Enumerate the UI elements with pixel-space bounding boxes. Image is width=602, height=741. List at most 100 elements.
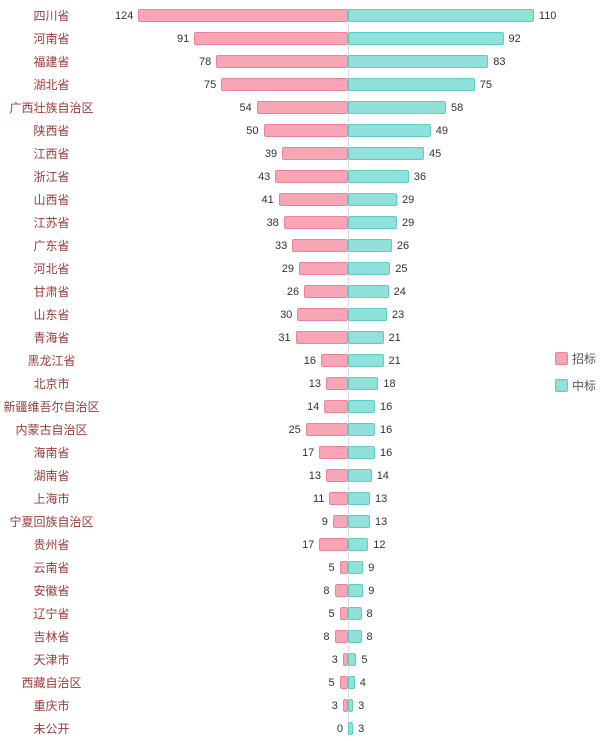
chart-row: 河南省 91 92 <box>0 27 602 50</box>
value-label-zhaobiao: 9 <box>321 515 328 528</box>
left-bar-area: 9 <box>103 510 348 533</box>
category-label: 河南省 <box>33 32 70 46</box>
chart-row: 天津市 3 5 <box>0 648 602 671</box>
left-bar-area: 11 <box>103 487 348 510</box>
left-bar-area: 5 <box>103 671 348 694</box>
category-label: 重庆市 <box>33 699 70 713</box>
value-label-zhaobiao: 26 <box>286 285 300 298</box>
chart-row: 云南省 5 9 <box>0 556 602 579</box>
bar-zhaobiao <box>332 515 348 528</box>
chart-row: 福建省 78 83 <box>0 50 602 73</box>
value-label-zhongbiao: 49 <box>435 124 449 137</box>
chart-row: 吉林省 8 8 <box>0 625 602 648</box>
right-bar-area: 24 <box>348 280 602 303</box>
legend-swatch-zhongbiao-icon <box>554 379 568 392</box>
bar-zhaobiao <box>282 147 348 160</box>
right-bar-area: 3 <box>348 694 602 717</box>
category-label: 河北省 <box>33 262 70 276</box>
value-label-zhongbiao: 23 <box>391 308 405 321</box>
bar-zhongbiao <box>348 538 369 551</box>
chart-row: 贵州省 17 12 <box>0 533 602 556</box>
chart-row: 湖北省 75 75 <box>0 73 602 96</box>
bar-zhongbiao <box>348 239 392 252</box>
bar-zhaobiao <box>263 124 348 137</box>
right-bar-area: 92 <box>348 27 602 50</box>
bar-zhaobiao <box>319 446 348 459</box>
chart-row: 河北省 29 25 <box>0 257 602 280</box>
value-label-zhongbiao: 21 <box>388 331 401 344</box>
bar-zhaobiao <box>342 653 348 666</box>
right-bar-area: 16 <box>348 418 602 441</box>
chart-row: 广西壮族自治区 54 58 <box>0 96 602 119</box>
legend-item-zhaobiao[interactable]: 招标 <box>554 350 596 367</box>
bar-zhaobiao <box>319 538 348 551</box>
chart-row: 宁夏回族自治区 9 13 <box>0 510 602 533</box>
bar-zhaobiao <box>194 32 348 45</box>
legend-label-zhongbiao: 中标 <box>571 379 596 393</box>
value-label-zhaobiao: 43 <box>258 170 271 183</box>
bar-zhaobiao <box>326 469 348 482</box>
chart-row: 江西省 39 45 <box>0 142 602 165</box>
value-label-zhongbiao: 8 <box>366 607 373 620</box>
value-label-zhongbiao: 9 <box>368 584 375 597</box>
right-bar-area: 83 <box>348 50 602 73</box>
value-label-zhongbiao: 83 <box>493 55 506 68</box>
bar-zhongbiao <box>348 78 475 91</box>
bar-zhaobiao <box>138 9 348 22</box>
left-bar-area: 13 <box>103 372 348 395</box>
legend-item-zhongbiao[interactable]: 中标 <box>554 377 596 394</box>
left-bar-area: 31 <box>103 326 348 349</box>
left-bar-area: 75 <box>103 73 348 96</box>
category-label: 湖北省 <box>33 78 70 92</box>
value-label-zhaobiao: 3 <box>331 653 338 666</box>
bar-zhongbiao <box>348 630 362 643</box>
bar-zhaobiao <box>283 216 348 229</box>
value-label-zhongbiao: 3 <box>358 722 365 735</box>
bar-zhongbiao <box>348 262 391 275</box>
value-label-zhaobiao: 91 <box>176 32 190 45</box>
right-bar-area: 8 <box>348 625 602 648</box>
category-label: 山东省 <box>33 308 70 322</box>
right-bar-area: 8 <box>348 602 602 625</box>
right-bar-area: 16 <box>348 441 602 464</box>
right-bar-area: 36 <box>348 165 602 188</box>
category-label: 甘肃省 <box>33 285 70 299</box>
left-bar-area: 50 <box>103 119 348 142</box>
right-bar-area: 49 <box>348 119 602 142</box>
chart-row: 广东省 33 26 <box>0 234 602 257</box>
right-bar-area: 25 <box>348 257 602 280</box>
value-label-zhongbiao: 45 <box>429 147 442 160</box>
right-bar-area: 58 <box>348 96 602 119</box>
left-bar-area: 8 <box>103 579 348 602</box>
value-label-zhongbiao: 16 <box>380 400 393 413</box>
bar-zhongbiao <box>348 423 375 436</box>
left-bar-area: 5 <box>103 556 348 579</box>
chart-row: 湖南省 13 14 <box>0 464 602 487</box>
right-bar-area: 3 <box>348 717 602 740</box>
bar-zhaobiao <box>278 193 348 206</box>
chart-row: 江苏省 38 29 <box>0 211 602 234</box>
chart-row: 山东省 30 23 <box>0 303 602 326</box>
bar-zhongbiao <box>348 32 504 45</box>
chart-row: 海南省 17 16 <box>0 441 602 464</box>
category-label: 贵州省 <box>33 538 70 552</box>
right-bar-area: 110 <box>348 4 602 27</box>
chart-row: 北京市 13 18 <box>0 372 602 395</box>
left-bar-area: 38 <box>103 211 348 234</box>
right-bar-area: 18 <box>348 372 602 395</box>
category-label: 吉林省 <box>33 630 70 644</box>
value-label-zhaobiao: 29 <box>281 262 294 275</box>
category-label: 海南省 <box>33 446 70 460</box>
bar-zhaobiao <box>342 699 348 712</box>
bar-zhongbiao <box>348 653 357 666</box>
category-label: 浙江省 <box>33 170 70 184</box>
left-bar-area: 54 <box>103 96 348 119</box>
bar-zhongbiao <box>348 722 354 735</box>
bar-zhongbiao <box>348 170 409 183</box>
bar-zhaobiao <box>324 400 348 413</box>
right-bar-area: 12 <box>348 533 602 556</box>
category-label: 上海市 <box>33 492 70 506</box>
value-label-zhongbiao: 13 <box>375 492 388 505</box>
value-label-zhongbiao: 75 <box>479 78 493 91</box>
